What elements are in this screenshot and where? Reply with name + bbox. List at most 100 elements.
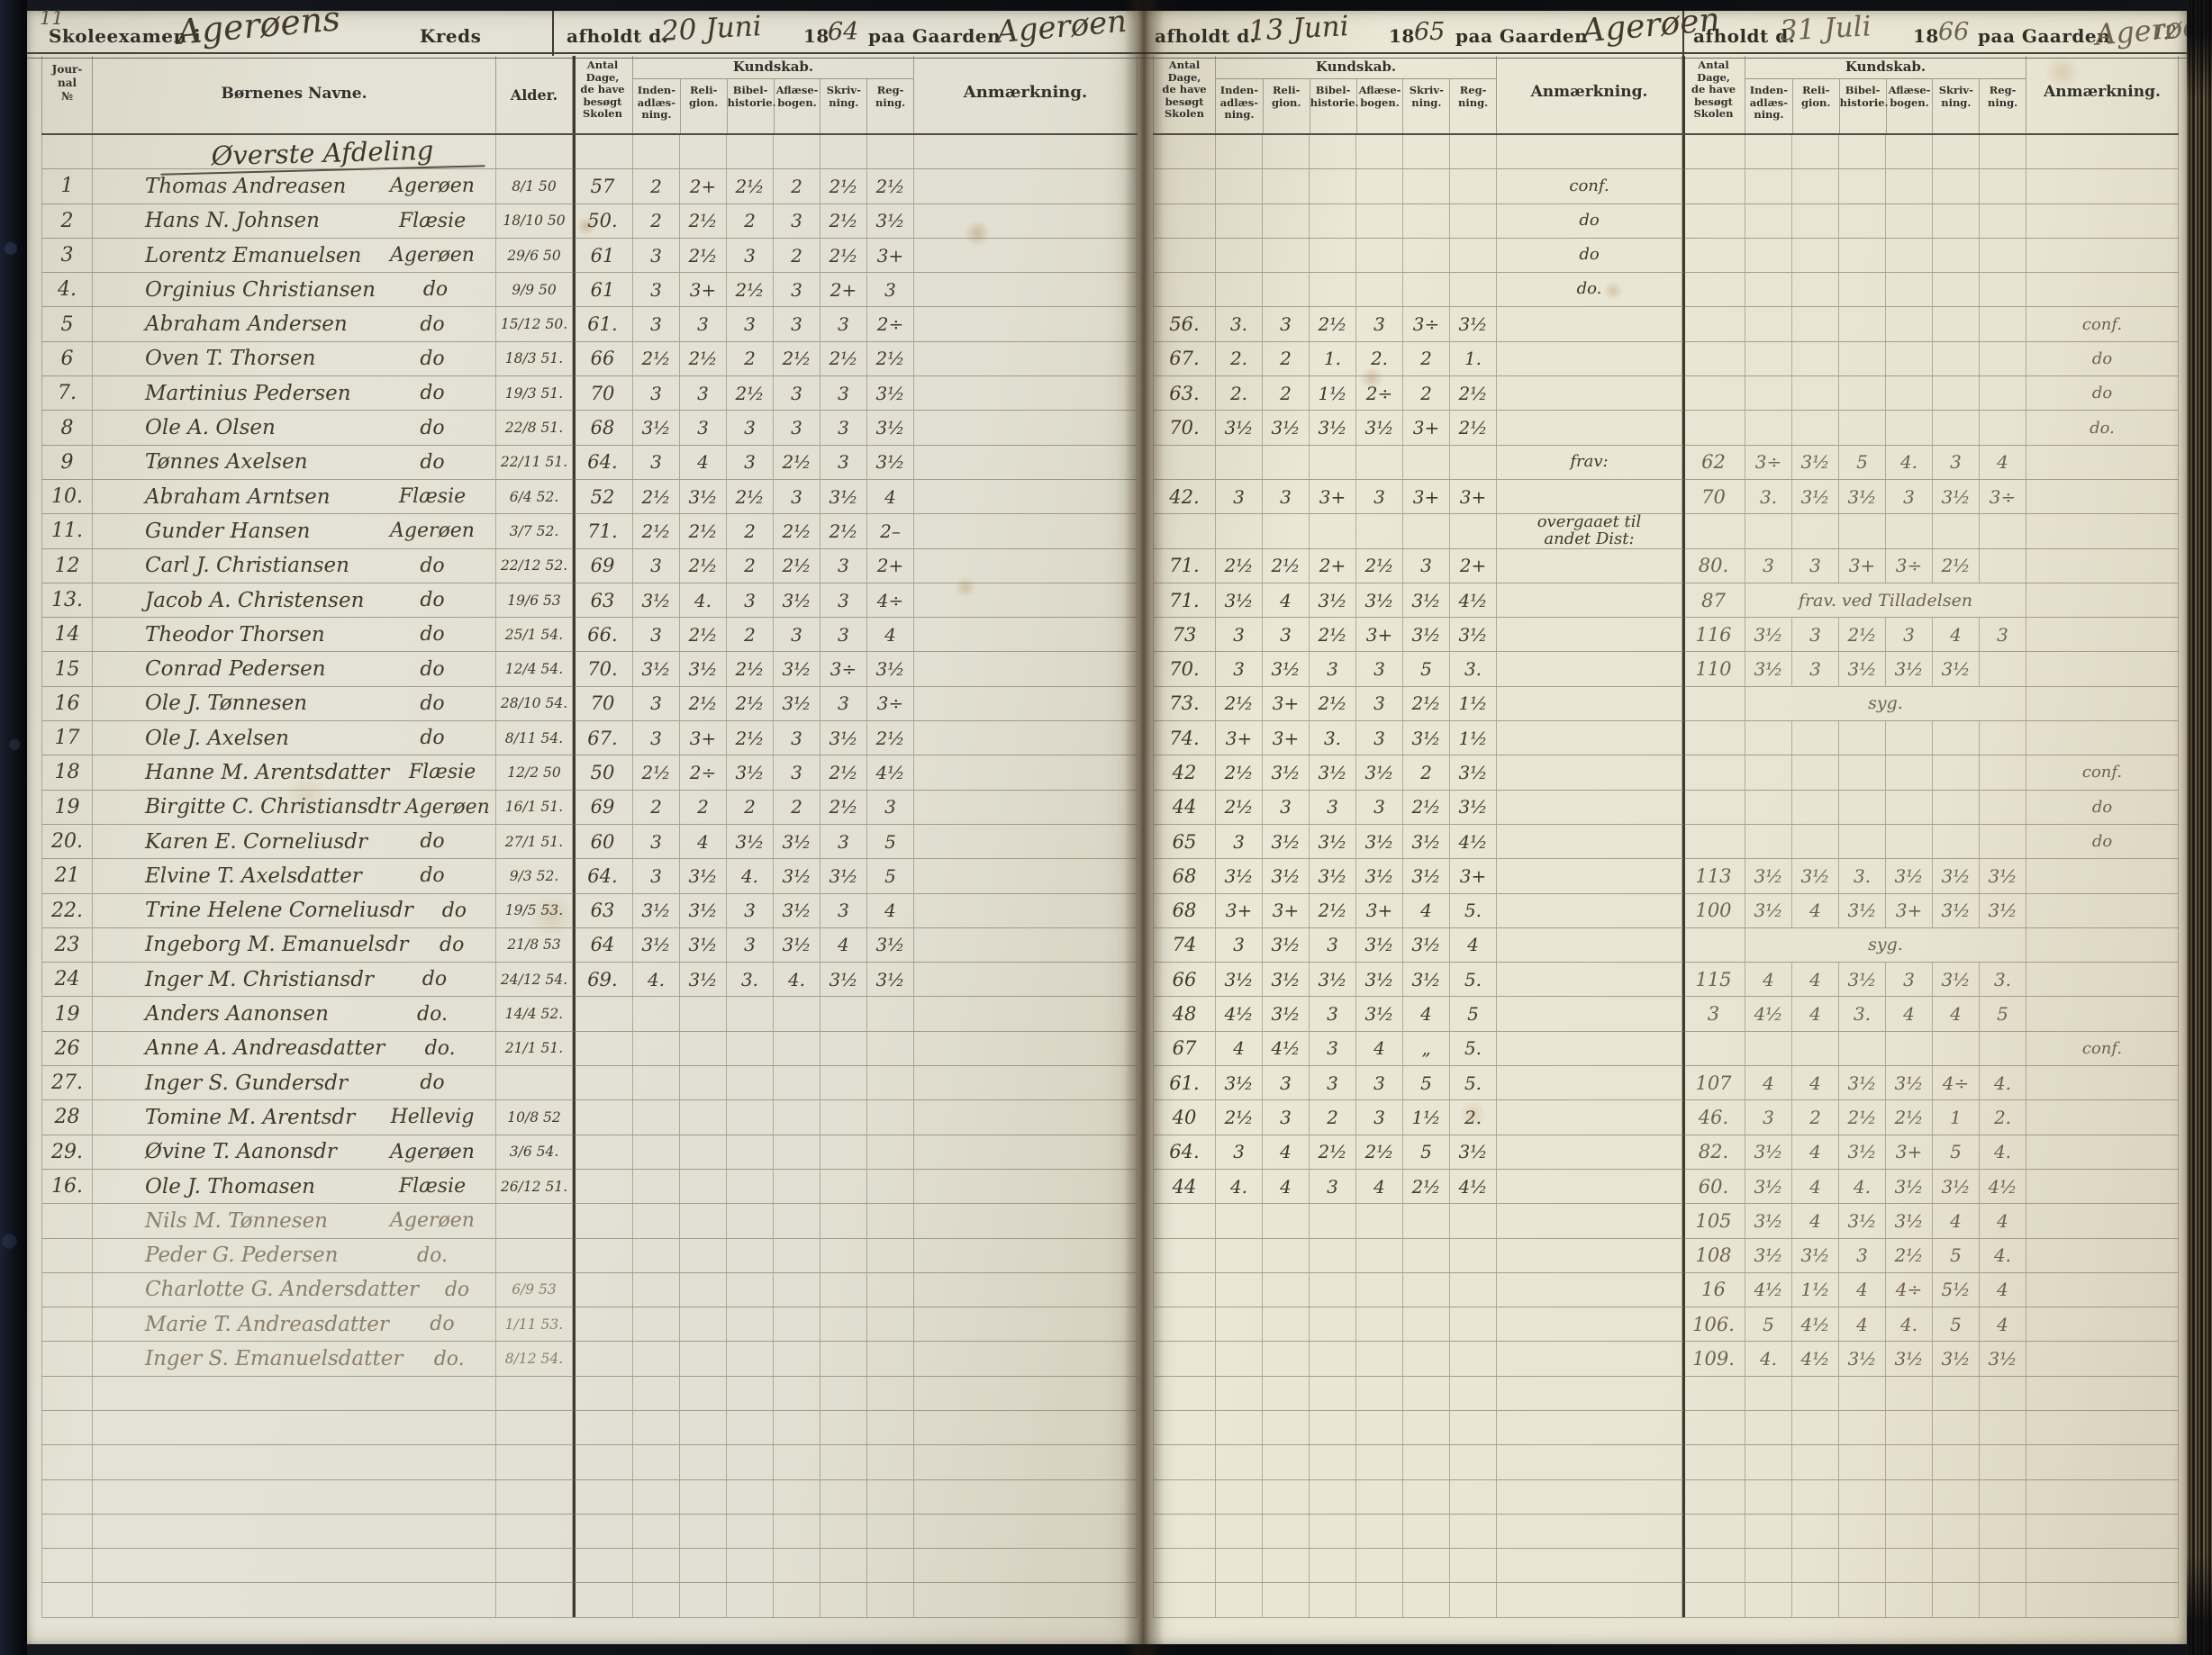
pupil-name: Hanne M. Arentsdatter bbox=[145, 760, 390, 784]
remark-1866 bbox=[2026, 1204, 2179, 1238]
record-row: 9 Tønnes Axelsen do 22/11 51. 64. 3 4 3 2½ 3 3½ bbox=[41, 445, 1138, 480]
grade-1864-bibelhistorie bbox=[727, 135, 774, 169]
grade-1865-religion bbox=[1263, 135, 1310, 169]
grade-1865-regning bbox=[1450, 1376, 1497, 1410]
grade-1864-aflaesebogen: 2 bbox=[774, 238, 820, 273]
birth-date: 19/6 53 bbox=[496, 583, 573, 618]
grade-1865-aflaesebogen: 4 bbox=[1356, 1169, 1403, 1204]
exam-date-1866: 31 Juli bbox=[1779, 10, 1872, 48]
record-row: 8 Ole A. Olsen do 22/8 51. 68 3½ 3 3 3 3 3½ bbox=[41, 411, 1138, 446]
grade-1866-religion bbox=[1792, 1410, 1839, 1445]
grade-1866-indenadlaesning: 3½ bbox=[1745, 1135, 1792, 1169]
pupil-name: Hans N. Johnsen bbox=[145, 209, 320, 233]
century-printed-1864: 18 bbox=[803, 25, 830, 47]
remark-1865 bbox=[1497, 652, 1682, 686]
days-attended-1866: 62 bbox=[1682, 445, 1745, 479]
remark-1866 bbox=[2026, 1376, 2179, 1410]
grade-1864-regning: 3÷ bbox=[867, 686, 914, 721]
grade-1865-bibelhistorie: 3 bbox=[1310, 790, 1356, 824]
grade-1864-indenadlaesning bbox=[633, 1376, 680, 1410]
grade-1865-indenadlaesning bbox=[1216, 1479, 1263, 1514]
grade-1864-aflaesebogen bbox=[774, 1307, 820, 1342]
remark-1866: conf. bbox=[2026, 307, 2179, 341]
grade-1864-religion: 3+ bbox=[680, 721, 727, 755]
days-attended-1866 bbox=[1682, 341, 1745, 376]
grade-1864-indenadlaesning bbox=[633, 1238, 680, 1272]
birth-date bbox=[496, 1066, 573, 1100]
grade-1864-skrivning bbox=[820, 1549, 867, 1583]
remark-1866 bbox=[2026, 1479, 2179, 1514]
days-attended-1864: 50 bbox=[573, 755, 633, 790]
empty-row bbox=[1153, 1479, 2179, 1515]
grade-1865-indenadlaesning: 3 bbox=[1216, 1135, 1263, 1169]
grade-1865-bibelhistorie bbox=[1310, 445, 1356, 479]
grade-1865-bibelhistorie: 3½ bbox=[1310, 824, 1356, 859]
grade-1866-religion bbox=[1792, 1031, 1839, 1066]
remark-1864 bbox=[914, 411, 1138, 445]
column-names: Børnenes Navne. bbox=[93, 56, 496, 133]
grade-1865-bibelhistorie bbox=[1310, 203, 1356, 238]
grade-1864-skrivning: 3½ bbox=[820, 963, 867, 997]
grade-1865-skrivning bbox=[1403, 203, 1450, 238]
column-subject-arithmetic: Reg- ning. bbox=[866, 79, 913, 133]
pupil-name-cell: Ole J. Axelsen do bbox=[93, 721, 496, 755]
grade-1865-aflaesebogen bbox=[1356, 273, 1403, 307]
grade-1864-regning bbox=[867, 1100, 914, 1135]
grade-1865-aflaesebogen: 3½ bbox=[1356, 963, 1403, 997]
grade-1865-bibelhistorie bbox=[1310, 1342, 1356, 1376]
grade-1866-skrivning: 3½ bbox=[1933, 1342, 1980, 1376]
grade-1865-regning bbox=[1450, 514, 1497, 548]
grade-1865-religion bbox=[1263, 1238, 1310, 1272]
grade-1866-religion: 4 bbox=[1792, 893, 1839, 927]
grade-1864-aflaesebogen bbox=[774, 1549, 820, 1583]
grade-1864-bibelhistorie: 2 bbox=[727, 341, 774, 376]
grade-1864-regning: 4÷ bbox=[867, 583, 914, 618]
section-divider-line bbox=[573, 56, 576, 1617]
residence: do bbox=[422, 968, 448, 991]
grade-1865-regning: 3½ bbox=[1450, 1135, 1497, 1169]
journal-number: 16 bbox=[41, 686, 93, 721]
grade-1864-bibelhistorie: 3. bbox=[727, 963, 774, 997]
grade-1866-regning bbox=[1980, 273, 2026, 307]
grade-1865-religion: 4½ bbox=[1263, 1031, 1310, 1066]
grade-1864-bibelhistorie: 2 bbox=[727, 618, 774, 652]
column-subject-religion: Reli- gion. bbox=[679, 79, 727, 133]
grade-1866-religion: 3½ bbox=[1792, 445, 1839, 479]
journal-number bbox=[41, 1445, 93, 1479]
grade-1865-religion bbox=[1263, 1272, 1310, 1307]
grade-1866-bibelhistorie: 3½ bbox=[1839, 652, 1886, 686]
days-attended-1866: 106. bbox=[1682, 1307, 1745, 1342]
pupil-name-cell bbox=[93, 1376, 496, 1410]
pupil-name: Elvine T. Axelsdatter bbox=[145, 864, 362, 888]
grade-1866-indenadlaesning bbox=[1745, 1583, 1792, 1617]
record-row: 21 Elvine T. Axelsdatter do 9/3 52. 64. 3 3½ 4.… bbox=[41, 859, 1138, 894]
pupil-name-cell: Oven T. Thorsen do bbox=[93, 341, 496, 376]
days-attended-1866 bbox=[1682, 927, 1745, 963]
grade-1865-aflaesebogen bbox=[1356, 1342, 1403, 1376]
record-row: 24 Inger M. Christiansdr do 24/12 54. 69. 4. 3… bbox=[41, 963, 1138, 998]
grade-1865-aflaesebogen bbox=[1356, 1583, 1403, 1617]
grade-1865-indenadlaesning bbox=[1216, 1204, 1263, 1238]
birth-date: 16/1 51. bbox=[496, 790, 573, 824]
grade-1866-indenadlaesning: 3 bbox=[1745, 1100, 1792, 1135]
journal-number: 4. bbox=[41, 273, 93, 307]
record-row: 4. Orginius Christiansen do 9/9 50 61 3 3+ 2½ 3 2… bbox=[41, 273, 1138, 308]
residence: do bbox=[441, 899, 467, 922]
record-row: conf. bbox=[1153, 169, 2179, 204]
grade-1864-indenadlaesning: 3 bbox=[633, 238, 680, 273]
grade-1865-regning: 2½ bbox=[1450, 376, 1497, 411]
days-attended-1864 bbox=[573, 1272, 633, 1307]
grade-1866-aflaesebogen: 4. bbox=[1886, 445, 1933, 479]
birth-date: 21/8 53 bbox=[496, 927, 573, 963]
remark-1864 bbox=[914, 1376, 1138, 1410]
grade-1864-skrivning: 3½ bbox=[820, 721, 867, 755]
days-attended-1866 bbox=[1682, 1445, 1745, 1479]
grade-1866-regning bbox=[1980, 169, 2026, 203]
grade-1865-aflaesebogen: 4 bbox=[1356, 1031, 1403, 1066]
grade-1866-regning: 4. bbox=[1980, 1238, 2026, 1272]
grade-1866-regning bbox=[1980, 135, 2026, 169]
days-attended-1864: 69. bbox=[573, 963, 633, 997]
grade-1866-aflaesebogen: 3½ bbox=[1886, 1204, 1933, 1238]
grade-1864-skrivning: 2½ bbox=[820, 169, 867, 203]
empty-row bbox=[41, 1410, 1138, 1446]
